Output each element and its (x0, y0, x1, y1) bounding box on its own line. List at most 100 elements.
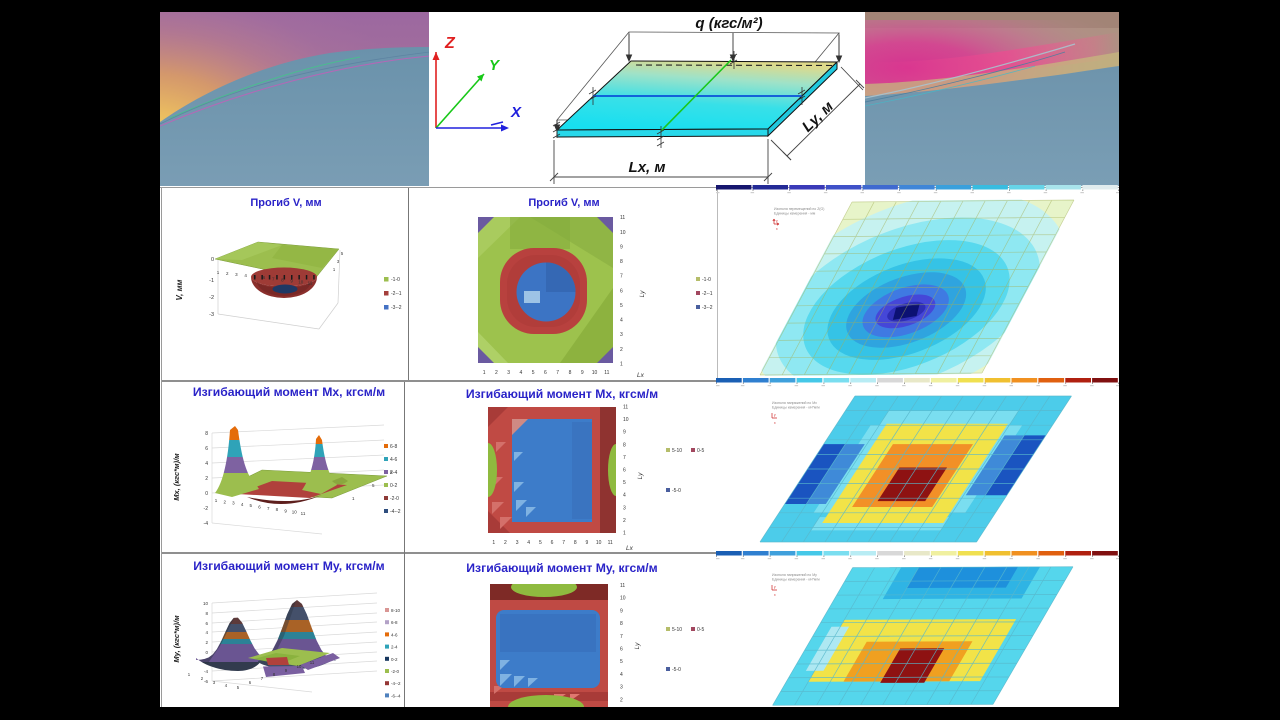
svg-text:Единицы измерения - кН*м/м: Единицы измерения - кН*м/м (772, 578, 820, 582)
svg-text:2: 2 (495, 370, 498, 376)
svg-text:4-6: 4-6 (390, 457, 397, 463)
svg-text:2-4: 2-4 (390, 470, 397, 476)
svg-text:-2--1: -2--1 (702, 291, 713, 297)
svg-text:8: 8 (574, 540, 577, 546)
svg-text:2: 2 (226, 271, 229, 276)
svg-text:Ly, м: Ly, м (799, 98, 837, 136)
svg-text:11: 11 (604, 370, 609, 376)
svg-text:4: 4 (527, 540, 530, 546)
svg-text:1: 1 (483, 370, 486, 376)
svg-text:2: 2 (504, 540, 507, 546)
svg-text:Изгибающий момент Му, кгсм/м: Изгибающий момент Му, кгсм/м (466, 561, 657, 575)
svg-text:Ly: Ly (639, 290, 646, 297)
svg-text:-2-0: -2-0 (391, 669, 399, 674)
svg-text:1: 1 (492, 540, 495, 546)
svg-text:y: y (774, 413, 776, 417)
svg-text:8: 8 (390, 470, 393, 475)
svg-text:10: 10 (203, 601, 209, 606)
svg-text:11: 11 (623, 405, 628, 411)
svg-text:9: 9 (620, 245, 623, 251)
svg-text:Ly: Ly (634, 642, 641, 649)
svg-text:-2--1: -2--1 (391, 291, 402, 297)
svg-text:7: 7 (562, 540, 565, 546)
svg-text:8: 8 (620, 259, 623, 265)
svg-text:3: 3 (623, 505, 626, 511)
svg-text:4: 4 (205, 630, 208, 635)
svg-text:-3--2: -3--2 (702, 305, 713, 311)
svg-text:Lx: Lx (626, 545, 634, 552)
svg-text:-6: -6 (204, 679, 208, 684)
svg-text:3: 3 (232, 501, 235, 506)
svg-text:4: 4 (244, 273, 247, 278)
svg-text:Прогиб V, мм: Прогиб V, мм (528, 197, 599, 209)
svg-text:3: 3 (507, 370, 510, 376)
svg-text:4: 4 (520, 370, 523, 376)
svg-text:5: 5 (341, 251, 344, 256)
svg-text:Изополя напряжений по Му: Изополя напряжений по Му (772, 573, 817, 577)
svg-text:3: 3 (620, 332, 623, 338)
svg-text:2: 2 (201, 676, 204, 681)
svg-text:9: 9 (284, 508, 287, 513)
svg-text:5: 5 (620, 303, 623, 309)
svg-text:10: 10 (292, 510, 298, 515)
svg-text:9: 9 (290, 278, 293, 283)
svg-text:8: 8 (205, 431, 208, 437)
svg-text:-6--4: -6--4 (391, 693, 401, 698)
svg-text:7: 7 (623, 455, 626, 461)
svg-text:2: 2 (223, 499, 226, 504)
svg-text:8: 8 (569, 370, 572, 376)
svg-text:6: 6 (620, 647, 623, 653)
svg-text:8-10: 8-10 (391, 608, 401, 613)
svg-text:-4--2: -4--2 (390, 509, 401, 515)
svg-text:3: 3 (620, 685, 623, 691)
svg-text:4-6: 4-6 (391, 632, 398, 637)
svg-text:-5-0: -5-0 (672, 488, 681, 494)
svg-text:y: y (774, 585, 776, 589)
svg-text:Z: Z (444, 35, 456, 52)
svg-text:1: 1 (623, 531, 626, 537)
svg-text:1: 1 (217, 270, 220, 275)
svg-text:11: 11 (310, 660, 315, 665)
svg-text:0: 0 (211, 257, 214, 263)
svg-text:3: 3 (337, 259, 340, 264)
svg-text:x: x (774, 421, 776, 425)
svg-text:10: 10 (596, 540, 602, 546)
svg-text:10: 10 (620, 230, 626, 236)
svg-text:X: X (510, 104, 522, 121)
svg-text:5: 5 (372, 483, 375, 488)
svg-text:x: x (776, 227, 778, 231)
svg-text:9: 9 (623, 430, 626, 436)
svg-text:3: 3 (516, 540, 519, 546)
svg-text:6: 6 (205, 621, 208, 626)
svg-text:6: 6 (544, 370, 547, 376)
svg-text:10: 10 (623, 417, 629, 423)
svg-text:7: 7 (261, 676, 264, 681)
svg-text:-3--2: -3--2 (391, 305, 402, 311)
svg-text:Мх, (кгс*м)/м: Мх, (кгс*м)/м (172, 453, 181, 501)
svg-text:0-5: 0-5 (697, 627, 704, 633)
svg-text:-2: -2 (204, 506, 209, 512)
svg-text:6: 6 (258, 505, 261, 510)
svg-text:0: 0 (205, 650, 208, 655)
svg-text:10: 10 (620, 596, 626, 602)
svg-text:7: 7 (556, 370, 559, 376)
svg-text:5: 5 (620, 659, 623, 665)
svg-text:5-10: 5-10 (672, 448, 682, 454)
svg-text:0: 0 (205, 491, 208, 497)
svg-text:3: 3 (213, 680, 216, 685)
svg-text:-1: -1 (209, 278, 214, 284)
svg-text:4: 4 (241, 502, 244, 507)
svg-text:10: 10 (298, 280, 304, 285)
svg-text:8: 8 (281, 277, 284, 282)
svg-text:11: 11 (620, 583, 625, 589)
svg-text:11: 11 (301, 511, 306, 516)
svg-text:6: 6 (249, 680, 252, 685)
svg-text:8: 8 (273, 672, 276, 677)
svg-text:5: 5 (623, 480, 626, 486)
svg-text:Y: Y (489, 57, 501, 74)
svg-text:6-8: 6-8 (391, 620, 398, 625)
svg-text:q (кгс/м²): q (кгс/м²) (695, 15, 762, 32)
svg-text:9: 9 (586, 540, 589, 546)
svg-text:V, мм: V, мм (175, 279, 184, 300)
svg-text:1: 1 (352, 496, 355, 501)
